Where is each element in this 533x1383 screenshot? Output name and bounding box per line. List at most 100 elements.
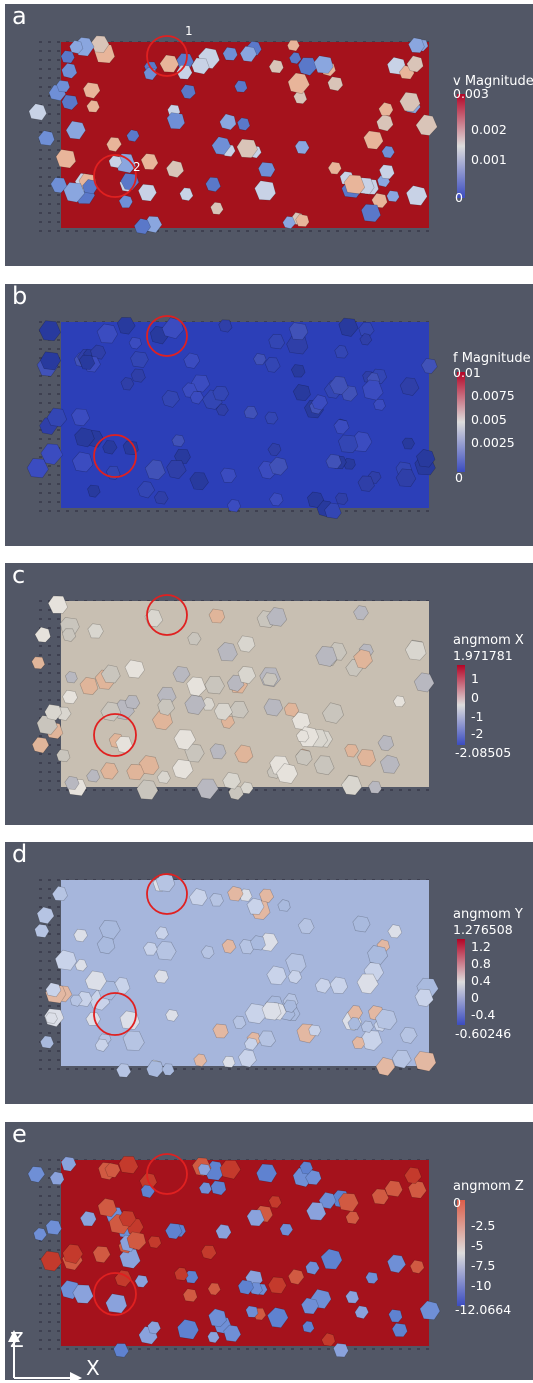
particle (404, 640, 427, 661)
particle (61, 94, 79, 111)
particles (34, 873, 439, 1078)
particle (406, 55, 424, 73)
particle (218, 319, 233, 333)
particle (253, 353, 267, 366)
particle (262, 672, 278, 687)
particle (286, 334, 309, 355)
particle (227, 885, 244, 902)
particle (204, 675, 225, 695)
particle (408, 37, 425, 54)
particle (56, 749, 71, 763)
tick-label: 0 (471, 690, 479, 705)
particle (118, 194, 133, 209)
particle (313, 55, 334, 74)
particle (335, 492, 349, 505)
particle (329, 376, 349, 395)
particle (154, 969, 169, 984)
particle (264, 357, 281, 373)
particle (39, 351, 61, 371)
particle (38, 320, 61, 342)
panel-label: a (12, 4, 27, 30)
particle (96, 323, 118, 344)
particle (45, 1012, 58, 1024)
particle (50, 177, 68, 194)
tick-label: 0 (471, 990, 479, 1005)
particle (360, 1029, 383, 1051)
particle (292, 384, 311, 401)
particle (347, 1017, 362, 1031)
particle (100, 762, 119, 780)
particle (313, 755, 335, 776)
particle (219, 113, 237, 131)
particle (414, 1051, 437, 1072)
particle (62, 689, 78, 705)
particle (287, 39, 300, 52)
particle (188, 888, 208, 906)
particle (69, 40, 84, 54)
particle (374, 1008, 398, 1031)
particle (108, 155, 123, 169)
particle (159, 54, 180, 73)
particle (285, 953, 307, 974)
particle (130, 368, 146, 383)
particle (187, 632, 202, 646)
particle (295, 749, 313, 766)
particle (71, 451, 94, 473)
particle (28, 103, 47, 121)
particle (250, 935, 266, 951)
particle (217, 642, 238, 662)
tick-label: 0.005 (471, 412, 507, 427)
particle (154, 491, 169, 505)
particle (74, 427, 95, 448)
particle (51, 885, 68, 902)
particle (343, 174, 366, 195)
particle (368, 780, 382, 794)
particle (128, 336, 142, 350)
particle (287, 72, 310, 95)
particle (26, 458, 49, 479)
particle (124, 659, 145, 679)
tick-label: 0 (455, 470, 463, 485)
particle (69, 994, 83, 1007)
particle (287, 970, 303, 984)
particle (138, 755, 160, 775)
particle (269, 456, 289, 476)
particle (264, 411, 279, 425)
particle (184, 743, 205, 763)
particle (226, 499, 242, 513)
particle (263, 698, 284, 717)
particle (61, 62, 78, 79)
particle (360, 203, 382, 223)
particle (34, 626, 51, 643)
particle (208, 608, 226, 624)
highlight-circle (146, 873, 188, 915)
particle (234, 744, 254, 764)
particle (311, 394, 328, 411)
particle (378, 102, 394, 117)
particle (381, 145, 395, 159)
particle (221, 939, 237, 954)
particle (136, 779, 159, 800)
particle (73, 928, 88, 943)
panel-label: d (12, 842, 28, 868)
particle (244, 1037, 259, 1051)
particle (258, 1030, 276, 1047)
panel-d: d angmom Y 1.276508 1.2 0.8 0.4 0 -0.4 -… (5, 842, 533, 1104)
particle (184, 694, 206, 715)
particle (124, 695, 141, 710)
particle (268, 333, 286, 350)
panel-e: e angmom Z 0 -2.5 -5 -7.5 -10 -12.0664 (5, 1122, 533, 1380)
highlight-circle (93, 713, 137, 757)
particle (39, 1035, 55, 1049)
particle (243, 405, 258, 419)
particle (237, 666, 257, 685)
particle (102, 440, 118, 455)
particle (171, 434, 186, 447)
particle (378, 164, 395, 180)
particle (257, 161, 276, 178)
highlight-circle (146, 35, 188, 77)
particle (191, 57, 210, 75)
particle (282, 216, 296, 229)
particle (296, 729, 310, 743)
particle (155, 941, 177, 961)
